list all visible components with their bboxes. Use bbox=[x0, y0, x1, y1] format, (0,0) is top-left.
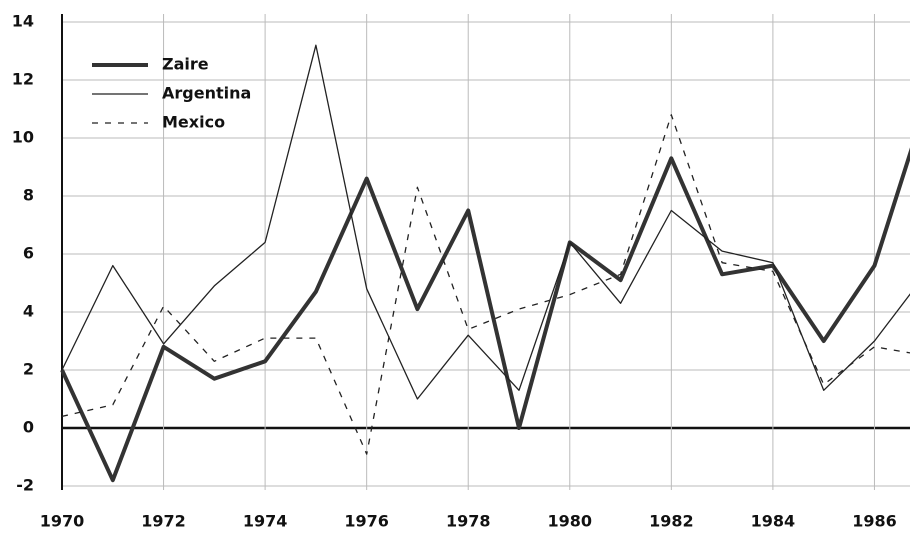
y-tick-label: 0 bbox=[23, 418, 34, 437]
legend-label: Mexico bbox=[162, 113, 225, 132]
x-tick-label: 1980 bbox=[548, 512, 593, 531]
x-tick-label: 1972 bbox=[141, 512, 186, 531]
y-tick-label: 8 bbox=[23, 186, 34, 205]
series-line bbox=[61, 44, 910, 400]
y-tick-label: 4 bbox=[23, 302, 34, 321]
legend-label: Zaire bbox=[162, 55, 209, 74]
y-tick-label: 6 bbox=[23, 244, 34, 263]
x-tick-label: 1978 bbox=[446, 512, 491, 531]
x-tick-label: 1984 bbox=[751, 512, 796, 531]
y-tick-label: 10 bbox=[12, 128, 34, 147]
series-line bbox=[61, 114, 910, 455]
x-tick-label: 1986 bbox=[852, 512, 897, 531]
series-line bbox=[60, 147, 910, 483]
y-tick-label: 12 bbox=[12, 70, 34, 89]
x-tick-label: 1976 bbox=[344, 512, 389, 531]
y-tick-label: 14 bbox=[12, 12, 34, 31]
x-tick-label: 1982 bbox=[649, 512, 694, 531]
y-tick-label: -2 bbox=[16, 476, 34, 495]
x-tick-label: 1974 bbox=[243, 512, 288, 531]
y-tick-label: 2 bbox=[23, 360, 34, 379]
legend-label: Argentina bbox=[162, 84, 251, 103]
x-tick-label: 1970 bbox=[40, 512, 85, 531]
